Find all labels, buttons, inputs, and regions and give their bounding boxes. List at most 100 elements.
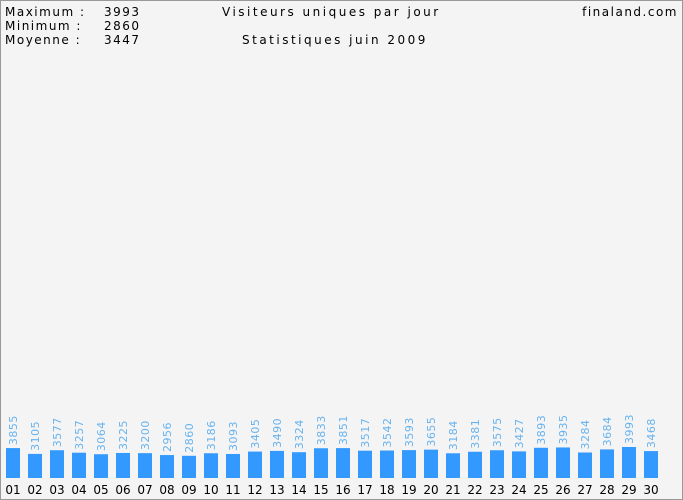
x-tick-label: 25 [533,483,548,497]
x-tick-label: 27 [577,483,592,497]
value-label: 3490 [271,418,284,448]
bar [28,453,42,478]
x-tick-label: 19 [401,483,416,497]
bar [94,454,108,478]
x-tick-label: 29 [621,483,636,497]
stat-label: Moyenne : [5,33,81,47]
x-tick-label: 20 [423,483,438,497]
x-tick-label: 28 [599,483,614,497]
bar [336,448,350,478]
x-tick-label: 26 [555,483,570,497]
bar [358,450,372,478]
x-tick-label: 10 [203,483,218,497]
bar [578,452,592,478]
value-label: 3184 [447,420,460,450]
x-tick-label: 23 [489,483,504,497]
stat-value: 3993 [104,5,141,19]
value-label: 3851 [337,415,350,445]
bar [138,453,152,478]
x-tick-label: 06 [115,483,130,497]
x-tick-label: 05 [93,483,108,497]
stat-value: 3447 [104,33,141,47]
bar [644,451,658,478]
value-label: 3257 [73,420,86,450]
bar [446,453,460,478]
bar [292,452,306,478]
bar [116,452,130,478]
chart-subtitle: Statistiques juin 2009 [242,33,428,47]
bar [72,452,86,478]
stat-label: Maximum : [5,5,85,19]
value-label: 3284 [579,420,592,450]
x-tick-label: 18 [379,483,394,497]
bar [182,455,196,478]
value-label: 3186 [205,420,218,450]
bar [248,451,262,478]
value-label: 3542 [381,418,394,448]
bar [468,451,482,478]
bar [380,450,394,478]
x-tick-label: 12 [247,483,262,497]
value-label: 3105 [29,421,42,451]
value-label: 3655 [425,417,438,447]
x-tick-label: 07 [137,483,152,497]
value-label: 3855 [7,415,20,445]
x-tick-label: 16 [335,483,350,497]
value-label: 3200 [139,420,152,450]
bar [160,455,174,478]
bar [556,447,570,478]
value-label: 3381 [469,419,482,449]
x-tick-label: 11 [225,483,240,497]
value-label: 3427 [513,418,526,448]
stat-label: Minimum : [5,19,82,33]
x-tick-label: 22 [467,483,482,497]
bar [204,453,218,478]
bar [622,447,636,478]
value-label: 3593 [403,417,416,447]
value-label: 2860 [183,423,196,453]
x-tick-label: 03 [49,483,64,497]
x-tick-label: 02 [27,483,42,497]
x-tick-label: 09 [181,483,196,497]
value-label: 3468 [645,418,658,448]
bar [424,449,438,478]
x-tick-label: 17 [357,483,372,497]
bar [512,451,526,478]
value-label: 3993 [623,414,636,444]
stat-value: 2860 [104,19,141,33]
value-label: 3935 [557,414,570,444]
chart-title: Visiteurs uniques par jour [222,5,441,19]
x-tick-label: 15 [313,483,328,497]
x-tick-label: 30 [643,483,658,497]
x-tick-label: 24 [511,483,526,497]
bar [314,448,328,478]
value-label: 2956 [161,422,174,452]
x-tick-label: 14 [291,483,306,497]
value-label: 3893 [535,415,548,445]
x-tick-label: 21 [445,483,460,497]
value-label: 3684 [601,416,614,446]
x-tick-label: 08 [159,483,174,497]
bar [6,448,20,478]
value-label: 3093 [227,421,240,451]
bar [270,450,284,478]
value-label: 3577 [51,417,64,447]
value-label: 3575 [491,417,504,447]
value-label: 3064 [95,421,108,451]
bar [490,450,504,478]
value-label: 3517 [359,418,372,448]
value-label: 3324 [293,419,306,449]
x-tick-label: 13 [269,483,284,497]
x-tick-label: 01 [5,483,20,497]
site-name: finaland.com [582,5,678,19]
bar [50,450,64,478]
bar [600,449,614,478]
bar [534,447,548,478]
bar [226,453,240,478]
value-label: 3405 [249,419,262,449]
x-tick-label: 04 [71,483,86,497]
bar [402,450,416,478]
